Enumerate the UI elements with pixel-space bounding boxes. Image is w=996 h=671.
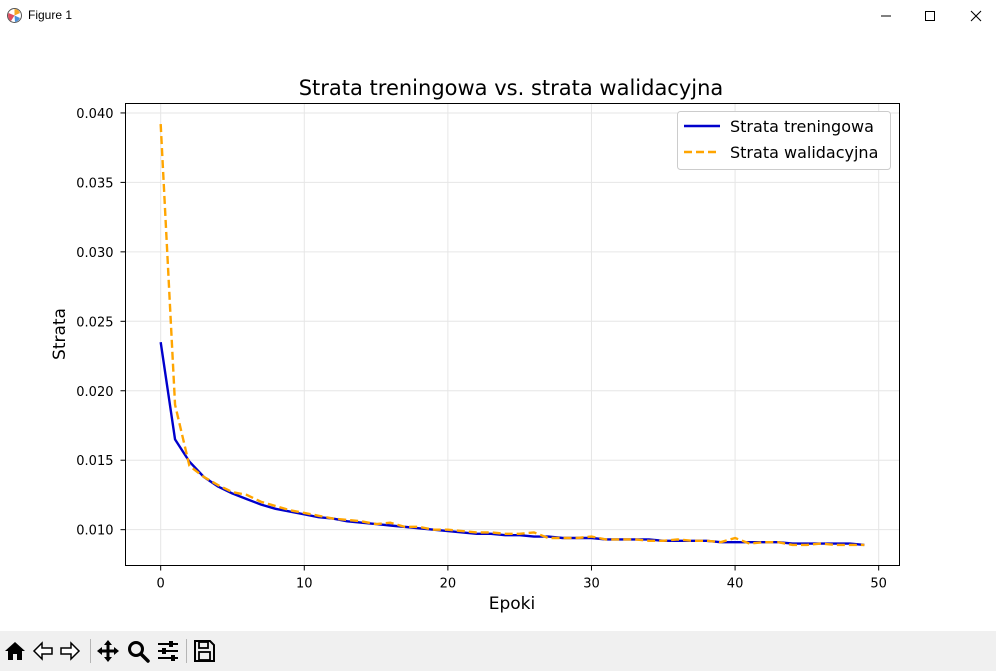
- x-tick-label: 40: [727, 577, 744, 592]
- forward-arrow-icon: [60, 641, 81, 661]
- plot-frame: [125, 103, 900, 566]
- x-tick-label: 10: [296, 577, 313, 592]
- y-tick-label: 0.015: [76, 454, 113, 469]
- back-button[interactable]: [30, 638, 56, 664]
- y-tick-label: 0.020: [76, 385, 113, 400]
- y-tick-label: 0.040: [76, 107, 113, 122]
- window-titlebar: Figure 1: [0, 0, 996, 32]
- y-tick-label: 0.035: [76, 176, 113, 191]
- zoom-button[interactable]: [125, 638, 151, 664]
- back-arrow-icon: [32, 641, 53, 661]
- save-icon: [194, 640, 215, 662]
- series-line-val: [159, 123, 865, 547]
- close-button[interactable]: [953, 0, 996, 31]
- y-tick-label: 0.025: [76, 315, 113, 330]
- toolbar-separator: [90, 639, 91, 663]
- configure-subplots-button[interactable]: [155, 638, 181, 664]
- legend: Strata treningowa Strata walidacyjna: [677, 111, 891, 170]
- series-line-train: [159, 341, 865, 547]
- home-button[interactable]: [2, 638, 28, 664]
- toolbar-separator: [186, 639, 187, 663]
- close-icon: [970, 10, 982, 21]
- chart-title: Strata treningowa vs. strata walidacyjna: [299, 76, 724, 100]
- configure-subplots-icon: [158, 641, 178, 661]
- forward-button[interactable]: [57, 638, 83, 664]
- series-lines: [159, 123, 865, 547]
- home-icon: [5, 642, 25, 660]
- legend-label-train: Strata treningowa: [730, 117, 874, 136]
- x-axis-ticks: 0 10 20 30 40 50: [157, 565, 887, 592]
- navigation-toolbar: [0, 631, 996, 671]
- x-tick-label: 50: [870, 577, 887, 592]
- minimize-button[interactable]: [863, 0, 909, 31]
- chart: Strata treningowa vs. strata walidacyjna…: [50, 76, 900, 614]
- y-tick-label: 0.030: [76, 246, 113, 261]
- save-button[interactable]: [191, 638, 217, 664]
- matplotlib-logo-icon: [7, 8, 22, 23]
- maximize-icon: [925, 10, 935, 21]
- zoom-icon: [128, 641, 150, 663]
- x-tick-label: 20: [440, 577, 457, 592]
- minimize-icon: [881, 15, 891, 16]
- legend-box: [677, 111, 891, 170]
- x-tick-label: 30: [583, 577, 600, 592]
- y-axis-label: Strata: [50, 308, 70, 360]
- y-axis-ticks: 0.010 0.015 0.020 0.025 0.030 0.035 0.040: [76, 107, 126, 539]
- y-tick-label: 0.010: [76, 524, 113, 539]
- maximize-button[interactable]: [907, 0, 953, 31]
- x-axis-label: Epoki: [489, 594, 536, 614]
- pan-icon: [97, 640, 119, 662]
- pan-button[interactable]: [95, 638, 121, 664]
- figure-canvas[interactable]: Strata treningowa vs. strata walidacyjna…: [0, 31, 996, 631]
- window-title: Figure 1: [28, 8, 73, 22]
- legend-label-val: Strata walidacyjna: [730, 143, 878, 162]
- x-tick-label: 0: [157, 577, 165, 592]
